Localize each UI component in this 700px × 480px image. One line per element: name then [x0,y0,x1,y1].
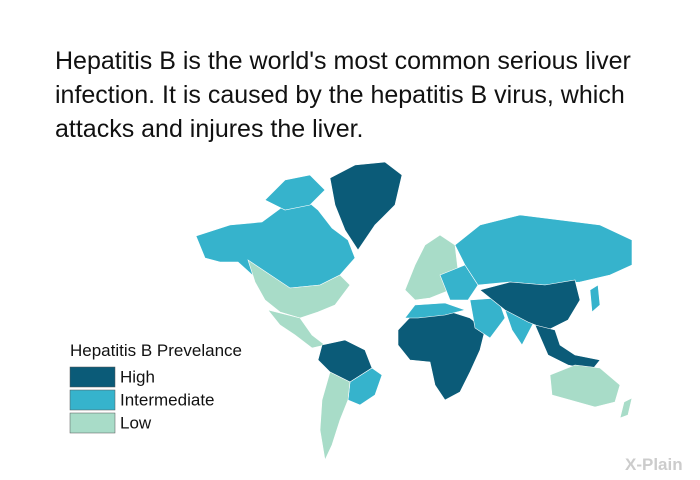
new-zealand [619,397,633,419]
southern-cone [319,371,351,462]
mexico [267,309,326,349]
legend-label: Low [120,413,152,432]
china [479,279,581,331]
arctic-islands [264,174,326,211]
legend-title: Hepatitis B Prevelance [70,341,242,360]
africa [397,309,486,401]
world-map [195,161,633,462]
intro-text: Hepatitis B is the world's most common s… [55,47,631,143]
legend-label: High [120,367,155,386]
legend-swatch [69,389,116,411]
australia [549,364,621,408]
eastern-europe [439,264,479,301]
canada [195,194,356,289]
logo: X-Plain [625,455,683,474]
north-africa [404,302,467,319]
legend: High Intermediate Low [69,366,215,434]
greenland [329,161,403,251]
usa [247,259,351,319]
japan [589,284,601,313]
southeast-asia [534,324,601,371]
legend-swatch [69,366,116,388]
legend-swatch [69,412,116,434]
legend-label: Intermediate [120,390,215,409]
russia [454,214,633,286]
